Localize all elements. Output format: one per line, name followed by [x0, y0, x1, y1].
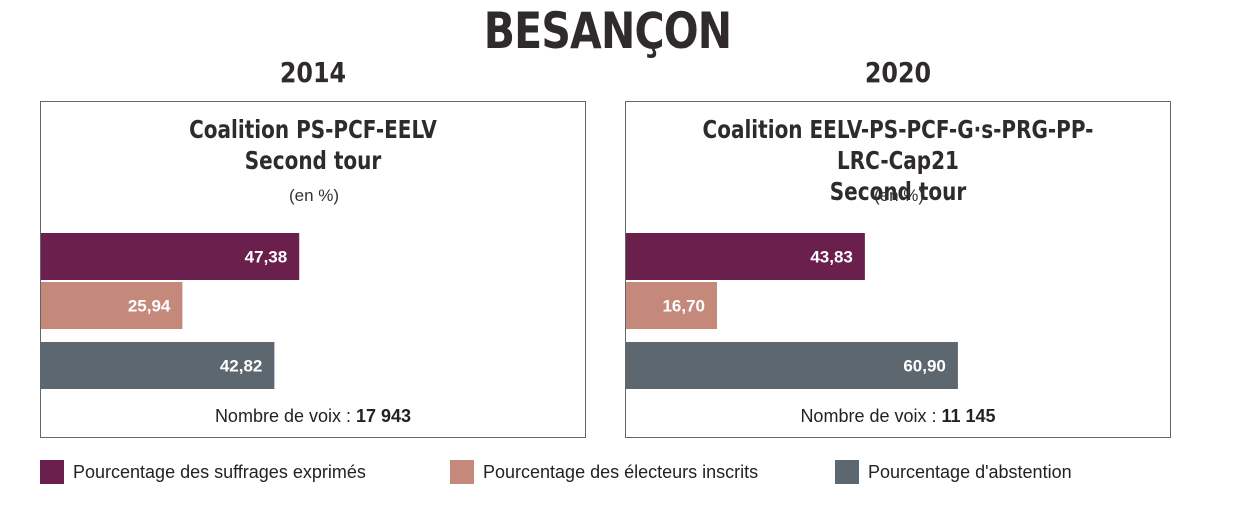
chart-title-line2: Second tour	[244, 146, 382, 175]
votes-label: Nombre de voix :	[800, 406, 942, 426]
votes-value: 11 145	[941, 406, 996, 426]
chart-unit: (en %)	[873, 186, 925, 205]
votes-label: Nombre de voix :	[214, 406, 356, 426]
bar-inscrits	[626, 282, 718, 329]
year-label-2014: 2014	[279, 56, 347, 89]
year-label-2020: 2020	[864, 56, 932, 89]
legend-label: Pourcentage des suffrages exprimés	[73, 462, 366, 482]
chart-title-line1: Coalition PS-PCF-EELV	[189, 115, 437, 144]
chart-title-line1: Coalition EELV-PS-PCF-G·s-PRG-PP-LRC-Cap…	[702, 115, 1094, 175]
chart-title-line2: Second tour	[829, 177, 967, 206]
chart-unit: (en %)	[288, 186, 340, 205]
votes-value: 17 943	[356, 406, 412, 426]
bar-value-label: 16,70	[662, 297, 705, 316]
bar-exprimes	[41, 233, 300, 280]
bar-value-label: 42,82	[220, 357, 263, 376]
bar-chart-2014: 47,38 25,94 42,82	[41, 233, 300, 389]
legend-swatch-inscrits	[450, 460, 474, 484]
chart-title: Coalition PS-PCF-EELV Second tour	[95, 114, 530, 176]
bar-abstention	[41, 342, 275, 389]
bar-value-label: 43,83	[810, 248, 853, 267]
bar-value-label: 60,90	[903, 357, 946, 376]
page-title: BESANÇON	[483, 2, 732, 60]
legend-label: Pourcentage des électeurs inscrits	[483, 462, 759, 482]
bar-value-label: 25,94	[128, 297, 171, 316]
votes-count: Nombre de voix : 11 145	[626, 406, 1170, 427]
bar-exprimes	[626, 233, 865, 280]
bar-inscrits	[41, 282, 183, 329]
legend-swatch-abstention	[835, 460, 859, 484]
chart-panel-2014: Coalition PS-PCF-EELV Second tour (en %)…	[40, 101, 586, 438]
legend-label: Pourcentage d'abstention	[868, 462, 1072, 482]
bar-value-label: 47,38	[245, 248, 288, 267]
chart-title: Coalition EELV-PS-PCF-G·s-PRG-PP-LRC-Cap…	[680, 114, 1115, 207]
legend-swatch-exprimes	[40, 460, 64, 484]
votes-count: Nombre de voix : 17 943	[41, 406, 585, 427]
bar-chart-2020: 43,83 16,70 60,90	[626, 233, 958, 389]
bar-abstention	[626, 342, 958, 389]
chart-panel-2020: Coalition EELV-PS-PCF-G·s-PRG-PP-LRC-Cap…	[625, 101, 1171, 438]
